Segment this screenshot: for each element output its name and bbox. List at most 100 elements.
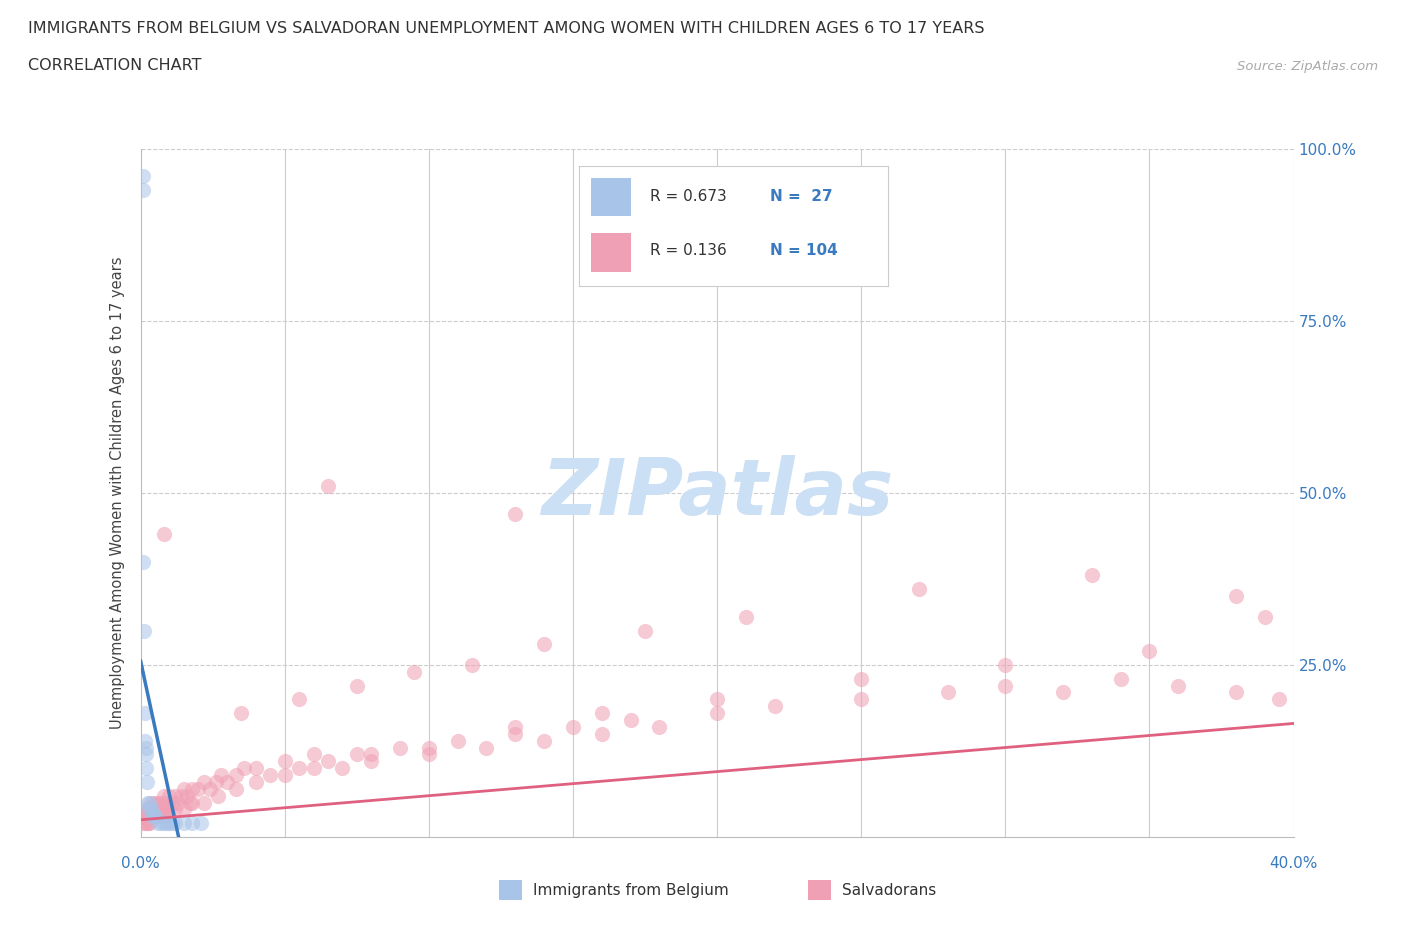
Point (404, 664, 426, 679)
Point (159, 802, 180, 817)
Point (418, 740, 440, 755)
Point (225, 767, 247, 782)
Point (735, 609, 758, 624)
Point (135, 816, 157, 830)
Point (274, 767, 297, 782)
Point (619, 712, 641, 727)
Point (849, 692, 872, 707)
Point (461, 658, 484, 672)
Point (503, 726, 526, 741)
Point (143, 809, 166, 824)
Point (1081, 568, 1104, 583)
Point (134, 706, 156, 721)
Text: ZIPatlas: ZIPatlas (541, 455, 893, 531)
Point (135, 802, 157, 817)
Point (165, 816, 187, 830)
Point (591, 706, 613, 721)
Point (994, 658, 1017, 672)
Point (141, 802, 163, 817)
Point (233, 761, 256, 776)
Point (143, 795, 166, 810)
Point (503, 506, 526, 521)
Point (994, 678, 1017, 693)
Point (475, 740, 498, 755)
Point (132, 169, 155, 184)
Text: N = 104: N = 104 (770, 244, 838, 259)
Point (159, 809, 180, 824)
Text: 40.0%: 40.0% (1270, 856, 1317, 870)
Point (259, 767, 281, 782)
Point (152, 789, 174, 804)
Point (346, 678, 368, 693)
Point (1268, 692, 1291, 707)
Point (143, 809, 166, 824)
Point (167, 795, 190, 810)
Point (1225, 685, 1247, 700)
Point (135, 740, 157, 755)
Point (181, 781, 204, 796)
Point (346, 747, 368, 762)
Point (1225, 589, 1247, 604)
Point (149, 795, 172, 810)
Point (143, 809, 166, 824)
Text: CORRELATION CHART: CORRELATION CHART (28, 58, 201, 73)
Point (849, 671, 872, 686)
Point (634, 623, 657, 638)
Point (648, 720, 671, 735)
Point (155, 816, 177, 830)
Point (138, 802, 160, 817)
Point (302, 747, 325, 762)
Point (162, 795, 184, 810)
Point (1167, 678, 1189, 693)
Point (562, 720, 585, 735)
Point (132, 809, 155, 824)
Point (190, 816, 212, 830)
Point (149, 809, 172, 824)
Point (1139, 644, 1161, 658)
Point (138, 816, 160, 830)
Point (187, 781, 209, 796)
Point (132, 623, 155, 638)
Point (533, 637, 555, 652)
Point (136, 795, 159, 810)
Point (159, 816, 180, 830)
Point (209, 767, 232, 782)
Point (591, 726, 613, 741)
Point (274, 754, 297, 769)
FancyBboxPatch shape (591, 233, 631, 272)
Point (159, 789, 180, 804)
Point (316, 479, 339, 494)
Point (181, 795, 204, 810)
Point (231, 706, 253, 721)
Point (302, 761, 325, 776)
Text: 0.0%: 0.0% (121, 856, 160, 870)
Point (143, 802, 166, 817)
Point (146, 809, 169, 824)
Point (135, 809, 157, 824)
Point (149, 802, 172, 817)
Y-axis label: Unemployment Among Women with Children Ages 6 to 17 years: Unemployment Among Women with Children A… (110, 257, 125, 729)
Point (193, 775, 215, 790)
FancyBboxPatch shape (591, 178, 631, 217)
Point (146, 795, 169, 810)
Text: IMMIGRANTS FROM BELGIUM VS SALVADORAN UNEMPLOYMENT AMONG WOMEN WITH CHILDREN AGE: IMMIGRANTS FROM BELGIUM VS SALVADORAN UN… (28, 20, 984, 35)
Point (360, 747, 382, 762)
Point (141, 809, 163, 824)
Point (533, 733, 555, 748)
Point (146, 816, 169, 830)
Point (418, 747, 440, 762)
Point (225, 781, 247, 796)
Point (316, 754, 339, 769)
Point (165, 802, 187, 817)
Text: Immigrants from Belgium: Immigrants from Belgium (533, 883, 728, 897)
Point (936, 685, 959, 700)
Point (179, 795, 201, 810)
Text: Source: ZipAtlas.com: Source: ZipAtlas.com (1237, 60, 1378, 73)
Point (763, 698, 786, 713)
Point (149, 816, 172, 830)
Point (138, 802, 160, 817)
Point (138, 809, 160, 824)
Point (141, 795, 163, 810)
Point (706, 706, 728, 721)
Point (132, 182, 155, 197)
